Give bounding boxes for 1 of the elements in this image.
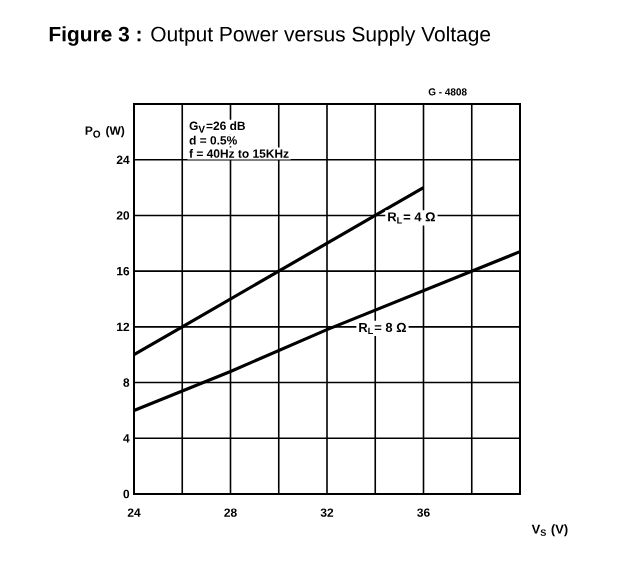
chart-title: Figure 3 : Output Power versus Supply Voltage xyxy=(49,26,491,46)
